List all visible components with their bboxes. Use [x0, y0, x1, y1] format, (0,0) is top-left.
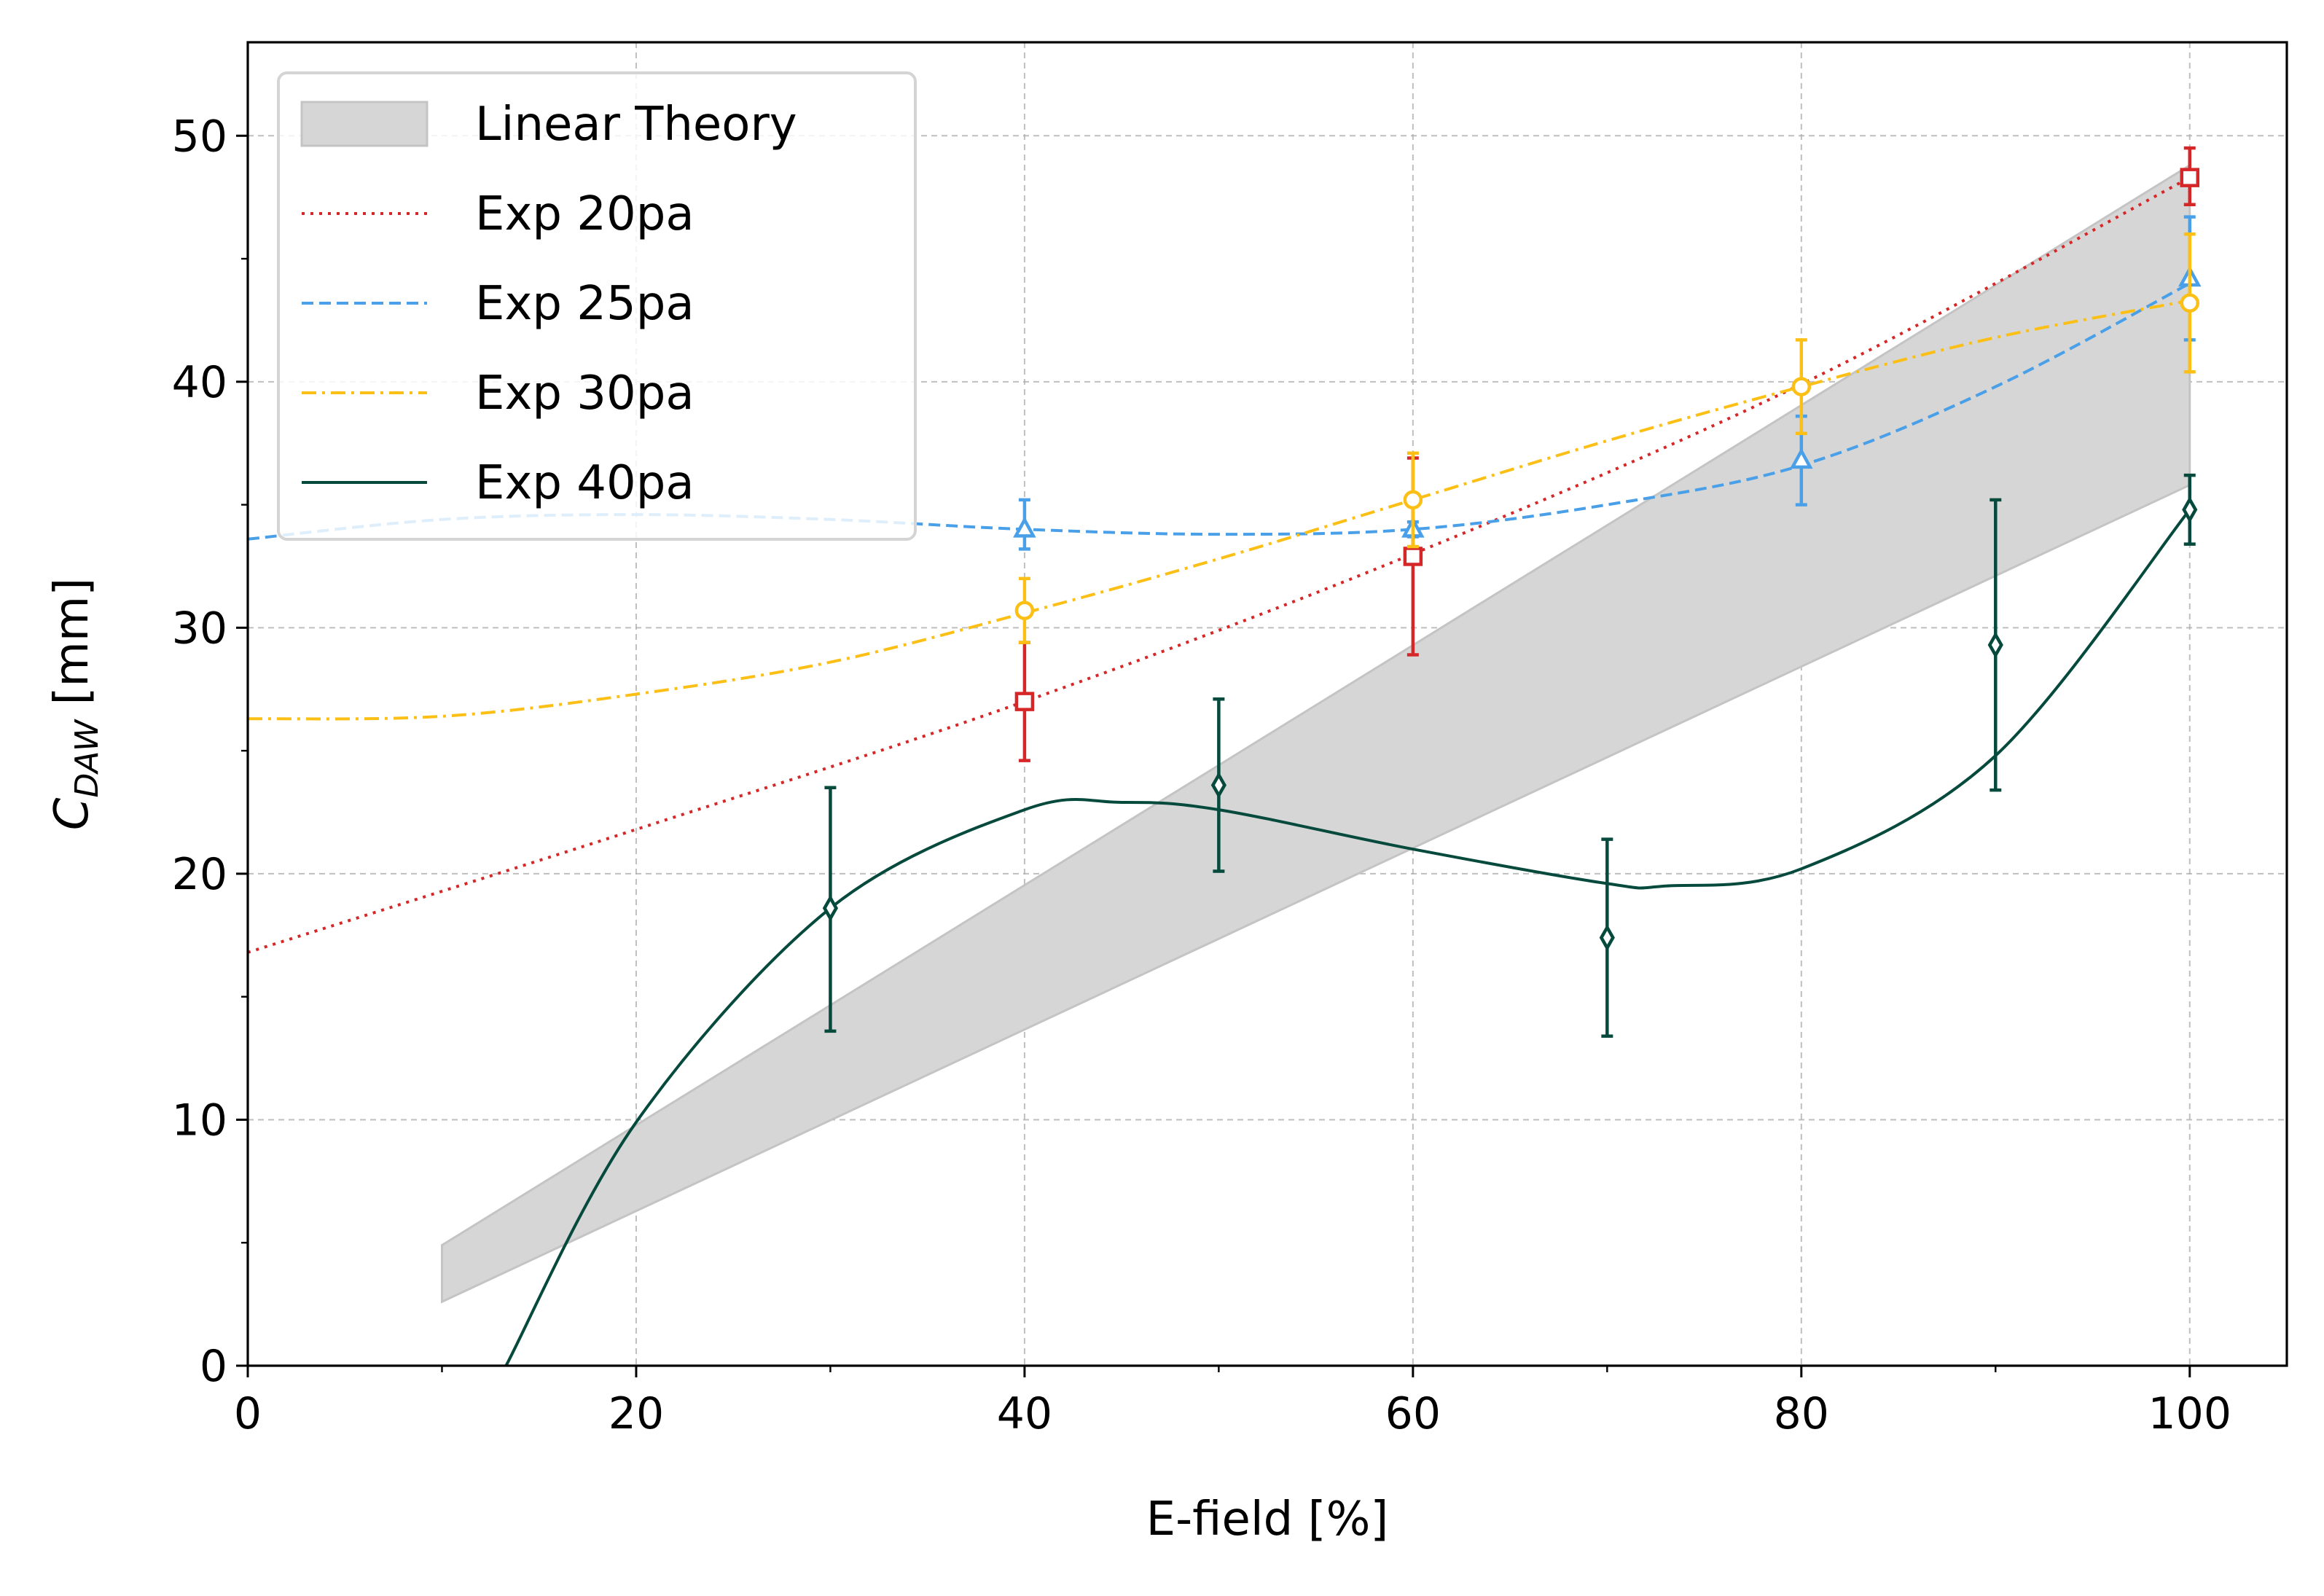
data-point-exp-40pa	[2182, 496, 2198, 523]
data-point-exp-40pa	[1987, 631, 2003, 659]
y-axis-label-unit: [mm]	[45, 578, 99, 720]
y-axis-label: CDAW [mm]	[45, 578, 106, 830]
data-point-exp-30pa	[2180, 293, 2200, 313]
data-point-exp-25pa	[1790, 447, 1813, 469]
x-tick-label: 0	[234, 1388, 262, 1439]
y-tick-label: 10	[172, 1095, 227, 1146]
series-fit-line-exp-30pa	[248, 299, 2191, 721]
data-point-exp-30pa	[1403, 490, 1423, 510]
data-point-exp-30pa	[1791, 377, 1812, 396]
data-point-exp-20pa	[1403, 547, 1423, 566]
x-tick-label: 20	[609, 1388, 664, 1439]
y-axis-label-subscript: DAW	[69, 719, 106, 797]
y-tick-label: 30	[172, 603, 227, 654]
x-tick-label: 80	[1774, 1388, 1829, 1439]
x-tick-label: 60	[1385, 1388, 1441, 1439]
legend-label-linear-theory: Linear Theory	[475, 98, 797, 152]
legend-label-exp-30pa: Exp 30pa	[475, 367, 695, 420]
y-tick-label: 0	[200, 1341, 227, 1392]
y-tick-label: 50	[172, 111, 227, 162]
legend-label-exp-25pa: Exp 25pa	[475, 277, 695, 331]
legend-label-exp-40pa: Exp 40pa	[475, 456, 695, 510]
series-fit-line-exp-25pa	[248, 282, 2191, 541]
series-layer	[248, 146, 2202, 1366]
data-point-exp-40pa	[1599, 924, 1615, 952]
data-point-exp-40pa	[822, 894, 839, 922]
data-point-exp-20pa	[1014, 692, 1035, 711]
legend: Linear Theory Exp 20pa Exp 25pa Exp 30pa Exp…	[277, 71, 917, 541]
y-tick-label: 40	[172, 357, 227, 408]
x-axis-label: E-field [%]	[1146, 1493, 1389, 1546]
legend-box	[277, 71, 917, 541]
plot-frame	[246, 41, 2288, 1367]
x-tick-label: 100	[2148, 1388, 2231, 1439]
legend-label-exp-20pa: Exp 20pa	[475, 187, 695, 241]
y-axis-label-symbol: C	[45, 797, 99, 830]
x-tick-label: 40	[997, 1388, 1052, 1439]
series-exp-30pa	[248, 232, 2200, 721]
series-exp-40pa	[504, 473, 2198, 1366]
data-point-exp-30pa	[1014, 601, 1035, 620]
y-tick-label: 20	[172, 849, 227, 900]
legend-swatch-linear-theory	[300, 101, 429, 147]
data-point-exp-20pa	[2180, 168, 2200, 187]
axes: 0 20 40 60 80 100 0 10 20 30 40 50	[172, 111, 2231, 1439]
data-point-exp-25pa	[1013, 516, 1036, 538]
data-point-exp-40pa	[1210, 771, 1226, 799]
series-fit-line-exp-40pa	[504, 509, 2191, 1366]
